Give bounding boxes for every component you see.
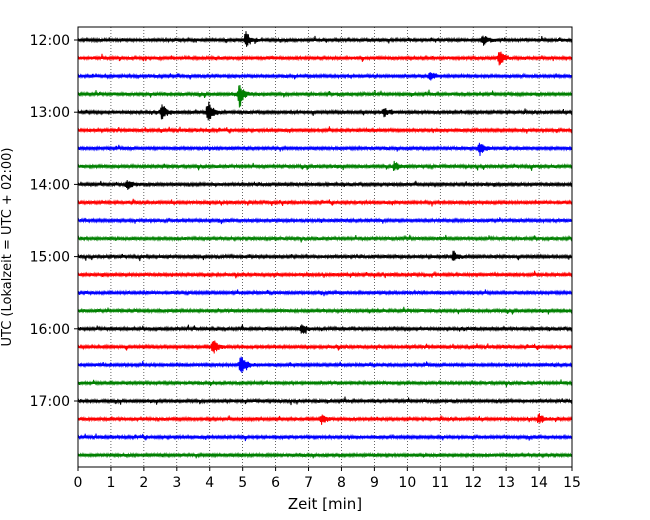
y-tick-label: 15:00 (30, 250, 70, 266)
y-tick-label: 13:00 (30, 105, 70, 121)
x-tick-label: 13 (497, 475, 515, 491)
y-tick-label: 14:00 (30, 177, 70, 193)
x-tick-label: 11 (431, 475, 449, 491)
x-tick-label: 5 (238, 475, 247, 491)
x-tick-label: 7 (304, 475, 313, 491)
grid-lines (110, 27, 540, 467)
x-tick-label: 9 (370, 475, 379, 491)
x-tick-label: 4 (205, 475, 214, 491)
x-tick-label: 14 (530, 475, 548, 491)
x-tick-label: 3 (172, 475, 181, 491)
x-tick-label: 8 (337, 475, 346, 491)
x-axis-label: Zeit [min] (288, 495, 362, 513)
x-tick-label: 15 (563, 475, 581, 491)
x-tick-label: 2 (139, 475, 148, 491)
plot-frame (77, 26, 573, 468)
y-tick-label: 17:00 (30, 394, 70, 410)
x-tick-label: 0 (74, 475, 83, 491)
y-tick-label: 16:00 (30, 322, 70, 338)
x-tick-label: 6 (271, 475, 280, 491)
y-axis-label: UTC (Lokalzeit = UTC + 02:00) (0, 148, 15, 347)
x-tick-label: 12 (464, 475, 482, 491)
y-axis-ticks: 12:00 13:00 14:00 15:00 16:00 17:00 (30, 33, 78, 410)
x-tick-label: 10 (398, 475, 416, 491)
x-tick-label: 1 (106, 475, 115, 491)
seismic-traces (77, 31, 573, 459)
y-tick-label: 12:00 (30, 33, 70, 49)
x-axis-ticks: 0 1 2 3 4 5 6 7 8 9 10 11 12 13 14 15 (74, 467, 581, 491)
